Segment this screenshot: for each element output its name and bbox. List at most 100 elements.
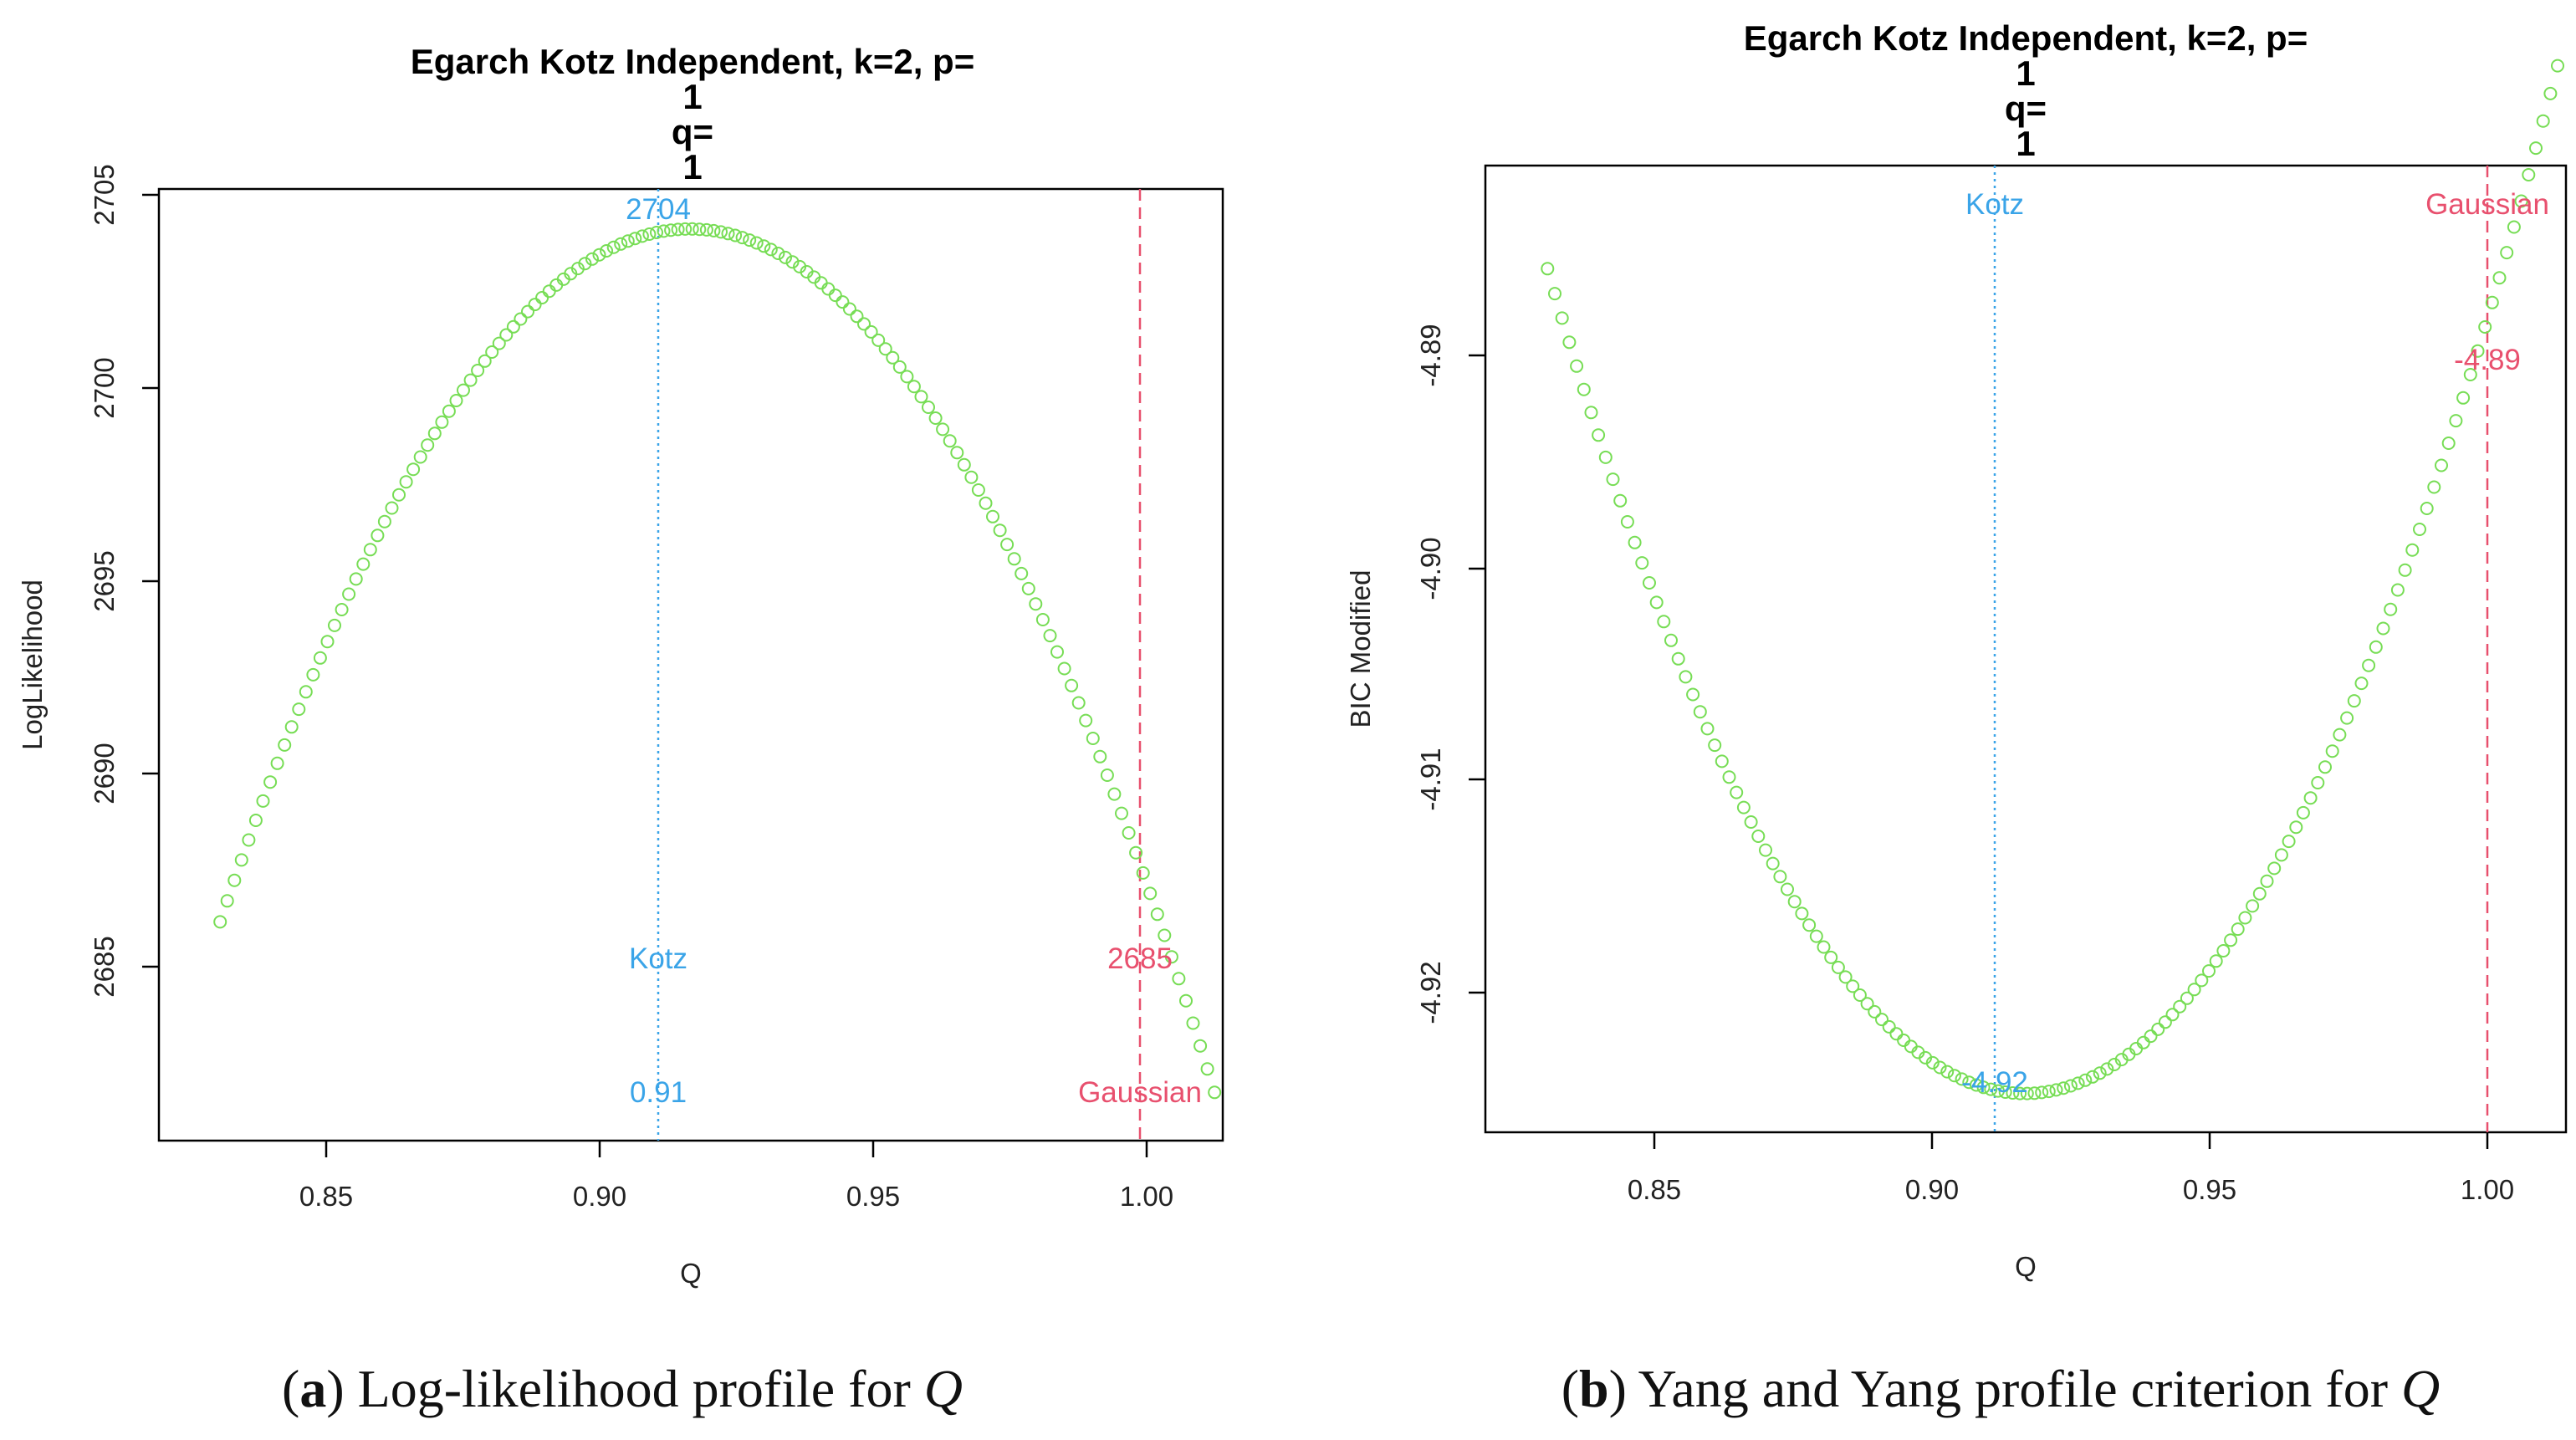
panel-a-data-point [1035, 613, 1050, 626]
panel-b-caption: (b) Yang and Yang profile criterion for … [1561, 1359, 2441, 1418]
panel-a-data-point [657, 224, 671, 238]
panel-b-data-point [1555, 311, 1569, 325]
panel-a-ytick-label: 2685 [89, 936, 120, 997]
panel-b-data-point [2282, 835, 2296, 849]
panel-a-data-point [1079, 713, 1093, 728]
panel-b-data-point [2362, 658, 2376, 672]
panel-a-xtick-label: 0.95 [846, 1181, 900, 1212]
panel-b-data-point [1664, 633, 1678, 647]
panel-a-ytick-label: 2695 [89, 550, 120, 611]
panel-b-data-point [2492, 271, 2507, 285]
panel-b-data-point [2071, 1076, 2085, 1090]
panel-b-data-point [2042, 1085, 2056, 1099]
panel-b-data-point [1817, 940, 1831, 954]
panel-b-xtick-label: 0.85 [1628, 1174, 1681, 1205]
panel-b-title-line-2: 1 [2016, 54, 2035, 93]
panel-a-data-point [457, 383, 470, 397]
panel-b-data-point [2006, 1086, 2020, 1100]
panel-a-data-point [864, 324, 878, 339]
panel-b-data-point [1722, 770, 1736, 784]
panel-b-data-point [2551, 59, 2564, 73]
panel-a-data-point [685, 222, 699, 236]
panel-a-data-point [1115, 806, 1128, 820]
panel-a-data-point [592, 248, 606, 262]
panel-a-data-points [213, 222, 1222, 1100]
panel-a-kotz-label: Kotz [629, 942, 687, 975]
panel-b-data-point [2529, 141, 2543, 156]
panel-b-data-point [2463, 368, 2477, 381]
panel-b-data-point [2144, 1029, 2158, 1044]
panel-a-data-point [764, 243, 778, 257]
panel-a-caption: (a) Log-likelihood profile for Q [282, 1359, 963, 1418]
panel-a-data-point [1179, 993, 1193, 1008]
panel-b-data-point [2456, 391, 2471, 405]
panel-a-data-point [871, 333, 886, 347]
panel-a-gaussian-value: 2685 [1107, 942, 1173, 975]
panel-b-data-point [1868, 1004, 1882, 1019]
panel-a-caption-letter: a [299, 1359, 326, 1418]
panel-b-data-point [1991, 1084, 2005, 1098]
panel-b-data-point [2435, 458, 2448, 472]
panel-b-data-point [1853, 988, 1867, 1002]
panel-a-data-point [850, 309, 864, 324]
panel-a-data-point [220, 894, 234, 908]
panel-b-ytick-label: -4.90 [1415, 537, 1446, 600]
panel-a-data-point [1172, 972, 1186, 986]
panel-b-data-point [2151, 1022, 2165, 1036]
panel-b-data-point [2369, 640, 2383, 654]
panel-a-data-point [335, 603, 349, 616]
panel-a-data-point [278, 738, 292, 752]
panel-b-data-point [2195, 973, 2209, 988]
panel-b-data-point [1984, 1082, 1998, 1096]
panel-b-data-point [1897, 1034, 1911, 1047]
panel-a-data-point [299, 685, 313, 699]
panel-a-data-point [349, 572, 363, 586]
panel-b-data-point [2209, 954, 2223, 968]
panel-a-caption-symbol: Q [924, 1359, 963, 1418]
panel-a-data-point [499, 328, 514, 342]
panel-a-data-point [621, 234, 635, 248]
panel-a-data-point [213, 915, 227, 929]
panel-b-data-point [1882, 1019, 1896, 1034]
panel-b-data-point [1781, 882, 1794, 896]
panel-a-data-point [1029, 597, 1043, 611]
panel-a-data-point [892, 360, 907, 374]
panel-a-data-point [922, 401, 935, 414]
panel-b-data-point [1679, 670, 1693, 684]
panel-a-data-point [950, 446, 964, 460]
panel-a-data-point [528, 298, 542, 312]
panel-b-data-point [1947, 1069, 1961, 1083]
panel-b-data-point [2296, 805, 2310, 820]
panel-a-data-point [1208, 1085, 1222, 1100]
panel-a-data-point [836, 295, 850, 309]
panel-a-ytick-label: 2690 [89, 743, 120, 804]
panel-a-data-point [1200, 1062, 1214, 1076]
panel-b-data-point [1657, 615, 1671, 629]
panel-a-data-point [270, 756, 284, 770]
panel-a-data-point [506, 319, 520, 334]
panel-a-ytick-label: 2705 [89, 164, 120, 225]
panel-a-data-point [463, 373, 478, 387]
panel-a-data-point [471, 364, 485, 377]
panel-b-data-point [1736, 800, 1751, 814]
panel-a-data-point [650, 226, 663, 239]
panel-b-data-point [2522, 168, 2536, 181]
panel-a-data-point [1143, 886, 1158, 901]
panel-b-data-point [2311, 776, 2325, 789]
panel-a-data-point [749, 236, 764, 250]
panel-b-data-point [2035, 1085, 2049, 1100]
panel-a-data-point [878, 342, 892, 356]
panel-a-data-point [642, 227, 657, 241]
panel-b-data-point [1628, 535, 1642, 549]
panel-b-data-point [2165, 1008, 2180, 1022]
panel-a-data-point [306, 667, 320, 682]
panel-a-gaussian-label: Gaussian [1078, 1076, 1202, 1109]
panel-a-data-point [1122, 826, 1136, 840]
panel-a-data-point [1100, 769, 1114, 782]
panel-b-caption-text: Yang and Yang profile criterion for [1627, 1359, 2401, 1418]
panel-b-data-point [2398, 563, 2412, 577]
panel-a-ytick-label: 2700 [89, 357, 120, 418]
panel-a-data-point [578, 257, 592, 271]
panel-a-data-point [986, 509, 999, 523]
